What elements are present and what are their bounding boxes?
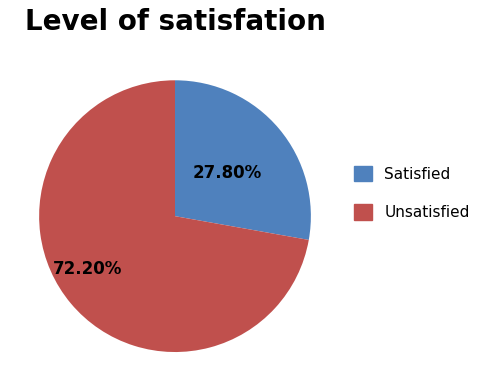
Title: Level of satisfation: Level of satisfation <box>24 8 326 36</box>
Text: 27.80%: 27.80% <box>192 164 262 181</box>
Wedge shape <box>175 80 311 240</box>
Text: 72.20%: 72.20% <box>54 259 122 278</box>
Legend: Satisfied, Unsatisfied: Satisfied, Unsatisfied <box>348 159 476 227</box>
Wedge shape <box>39 80 309 352</box>
